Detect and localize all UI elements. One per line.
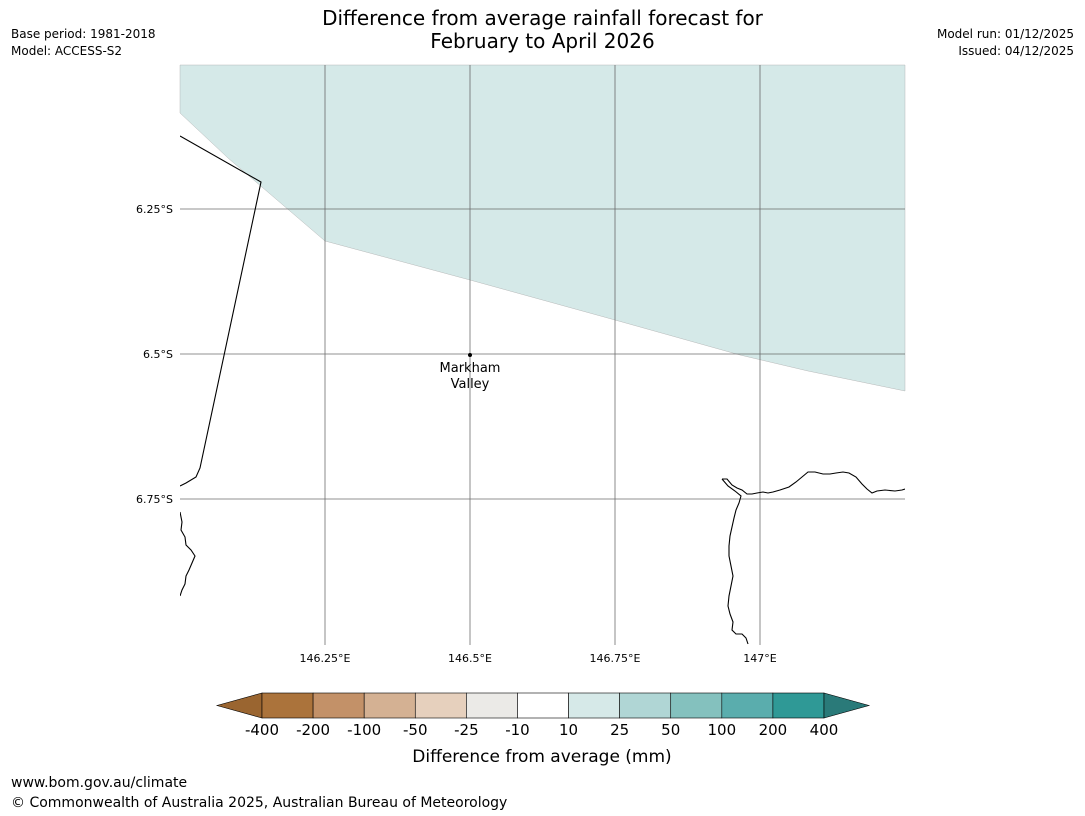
colorbar-tick-label: -200 [296, 721, 330, 739]
coastline-west [180, 511, 196, 597]
colorbar-tick-label: 10 [559, 721, 578, 739]
colorbar-tick-label: -10 [505, 721, 530, 739]
colorbar-tick-label: 50 [661, 721, 680, 739]
model-name: Model: ACCESS-S2 [11, 44, 123, 58]
title-line-2: February to April 2026 [430, 29, 655, 53]
map-title: Difference from average rainfall forecas… [0, 7, 1085, 53]
forecast-shaded-region [179, 64, 906, 392]
colorbar-bin [670, 692, 723, 719]
location-marker [468, 353, 472, 357]
coastline-huon-gulf [722, 471, 905, 495]
colorbar-bin [772, 692, 825, 719]
colorbar-low-extension [215, 692, 263, 719]
location-label-line-1: Markham [440, 361, 501, 376]
lon-label-146-75: 146.75°E [590, 652, 641, 665]
colorbar-label: Difference from average (mm) [412, 747, 671, 767]
footer-url[interactable]: www.bom.gov.au/climate [11, 775, 188, 791]
colorbar-bin [466, 692, 518, 719]
base-period: Base period: 1981-2018 [11, 27, 156, 41]
lon-label-146-25: 146.25°E [300, 652, 351, 665]
colorbar-tick-label: -25 [454, 721, 479, 739]
colorbar: -400 -200 -100 -50 -25 -10 10 25 50 100 200 400 [215, 692, 871, 739]
colorbar-high-extension [823, 692, 871, 719]
colorbar-bin [363, 692, 416, 719]
colorbar-bin [261, 692, 314, 719]
colorbar-tick-label: -400 [245, 721, 279, 739]
colorbar-tick-label: 400 [810, 721, 839, 739]
location-label-line-2: Valley [451, 377, 490, 392]
coastline-east [721, 478, 749, 645]
graticule [180, 65, 905, 645]
province-boundary [180, 135, 262, 487]
model-run: Model run: 01/12/2025 [936, 27, 1074, 41]
colorbar-tick-label: 200 [759, 721, 788, 739]
title-line-1: Difference from average rainfall forecas… [322, 6, 763, 30]
colorbar-bin [619, 692, 672, 719]
colorbar-bin [312, 692, 365, 719]
issued-date: Issued: 04/12/2025 [958, 44, 1074, 58]
lat-label-6-5: 6.5°S [143, 348, 173, 361]
colorbar-tick-label: 25 [610, 721, 629, 739]
colorbar-bin [517, 692, 569, 719]
colorbar-bin [414, 692, 467, 719]
lat-label-6-25: 6.25°S [136, 203, 173, 216]
lon-label-146-5: 146.5°E [448, 652, 492, 665]
colorbar-tick-label: -50 [403, 721, 428, 739]
lat-label-6-75: 6.75°S [136, 493, 173, 506]
colorbar-tick-label: 100 [707, 721, 736, 739]
model-info: Base period: 1981-2018 Model: ACCESS-S2 [11, 26, 156, 60]
run-info: Model run: 01/12/2025 Issued: 04/12/2025 [937, 26, 1074, 60]
footer-copyright: © Commonwealth of Australia 2025, Austra… [11, 795, 508, 811]
colorbar-bin [568, 692, 620, 719]
colorbar-tick-label: -100 [347, 721, 381, 739]
lon-label-147: 147°E [743, 652, 776, 665]
colorbar-bin [721, 692, 774, 719]
